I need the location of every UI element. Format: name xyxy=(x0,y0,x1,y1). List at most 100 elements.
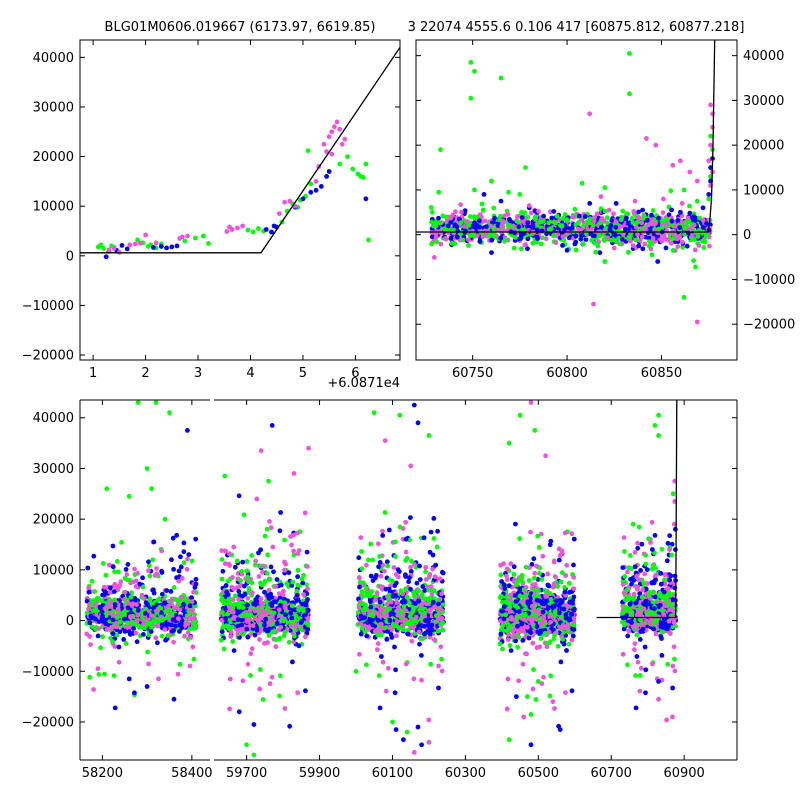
data-point xyxy=(531,556,537,562)
data-point xyxy=(706,158,712,164)
data-point xyxy=(686,230,691,236)
data-point xyxy=(295,530,300,536)
data-point xyxy=(270,614,275,620)
data-point xyxy=(495,223,501,228)
data-point xyxy=(313,187,319,193)
data-point xyxy=(429,219,434,225)
data-point xyxy=(363,161,369,167)
data-point xyxy=(520,638,526,643)
data-point xyxy=(429,241,434,247)
data-point xyxy=(686,226,692,232)
data-point xyxy=(438,241,444,247)
data-point xyxy=(270,617,275,623)
data-point xyxy=(555,584,560,589)
data-point xyxy=(472,187,477,193)
data-point xyxy=(379,654,384,659)
data-point xyxy=(530,640,536,646)
data-point xyxy=(232,564,238,570)
data-point xyxy=(257,667,263,672)
data-point xyxy=(513,235,518,240)
data-point xyxy=(560,243,565,248)
data-point xyxy=(396,569,402,574)
data-point xyxy=(281,588,286,594)
data-point xyxy=(185,630,191,635)
data-point xyxy=(178,564,184,570)
data-point xyxy=(339,141,345,147)
data-point xyxy=(535,629,541,635)
data-point xyxy=(418,636,424,642)
data-point xyxy=(131,626,137,631)
data-point xyxy=(591,222,596,228)
data-point xyxy=(370,557,376,563)
data-point xyxy=(398,588,404,594)
data-point xyxy=(599,224,604,230)
data-point xyxy=(125,605,131,611)
data-point xyxy=(124,572,130,577)
data-point xyxy=(373,597,378,603)
data-point xyxy=(565,616,571,622)
data-point xyxy=(609,218,615,223)
data-point xyxy=(422,610,427,616)
data-point xyxy=(368,541,374,547)
data-point xyxy=(548,597,554,602)
data-point xyxy=(185,233,190,239)
data-point xyxy=(358,613,364,619)
data-point xyxy=(86,589,92,595)
data-point xyxy=(358,621,363,626)
data-point xyxy=(249,646,255,652)
data-point xyxy=(99,609,105,615)
data-point xyxy=(407,613,413,619)
data-point xyxy=(140,584,146,590)
data-point xyxy=(156,676,161,682)
data-point xyxy=(374,604,380,609)
data-point xyxy=(420,606,426,612)
data-point xyxy=(184,566,190,572)
data-point xyxy=(613,224,619,230)
data-point xyxy=(139,592,145,598)
data-point xyxy=(364,662,369,668)
data-point xyxy=(115,607,121,613)
data-point xyxy=(191,626,197,631)
data-point xyxy=(506,189,511,195)
data-point xyxy=(544,644,550,650)
data-point xyxy=(491,205,497,211)
data-point xyxy=(591,218,597,224)
data-point xyxy=(681,187,687,193)
data-point xyxy=(592,233,597,239)
data-point xyxy=(436,663,441,669)
data-point xyxy=(301,592,306,597)
data-point xyxy=(262,622,267,628)
data-point xyxy=(392,644,397,650)
data-point xyxy=(193,581,199,587)
data-point xyxy=(508,648,514,653)
data-point xyxy=(235,631,241,637)
data-point xyxy=(241,512,247,518)
data-point xyxy=(429,209,435,215)
data-point xyxy=(364,562,369,568)
data-point xyxy=(176,578,182,584)
data-point xyxy=(548,226,554,232)
data-point xyxy=(151,539,157,545)
y-tick-label: 40000 xyxy=(743,49,784,64)
data-point xyxy=(465,219,470,225)
data-point xyxy=(258,622,263,628)
data-point xyxy=(225,611,231,617)
data-point xyxy=(164,245,170,251)
data-point xyxy=(488,223,494,229)
data-point xyxy=(385,563,391,569)
data-point xyxy=(571,214,577,220)
data-point xyxy=(694,319,700,325)
data-point xyxy=(357,575,362,581)
data-point xyxy=(594,211,600,217)
data-point xyxy=(267,577,273,582)
data-point xyxy=(438,606,444,612)
data-point xyxy=(572,241,578,247)
data-point xyxy=(192,612,198,617)
data-point xyxy=(168,589,174,594)
data-point xyxy=(236,604,242,610)
data-point xyxy=(375,641,381,646)
data-point xyxy=(426,587,432,593)
data-point xyxy=(484,224,489,230)
data-point xyxy=(578,236,584,242)
data-point xyxy=(572,206,578,212)
